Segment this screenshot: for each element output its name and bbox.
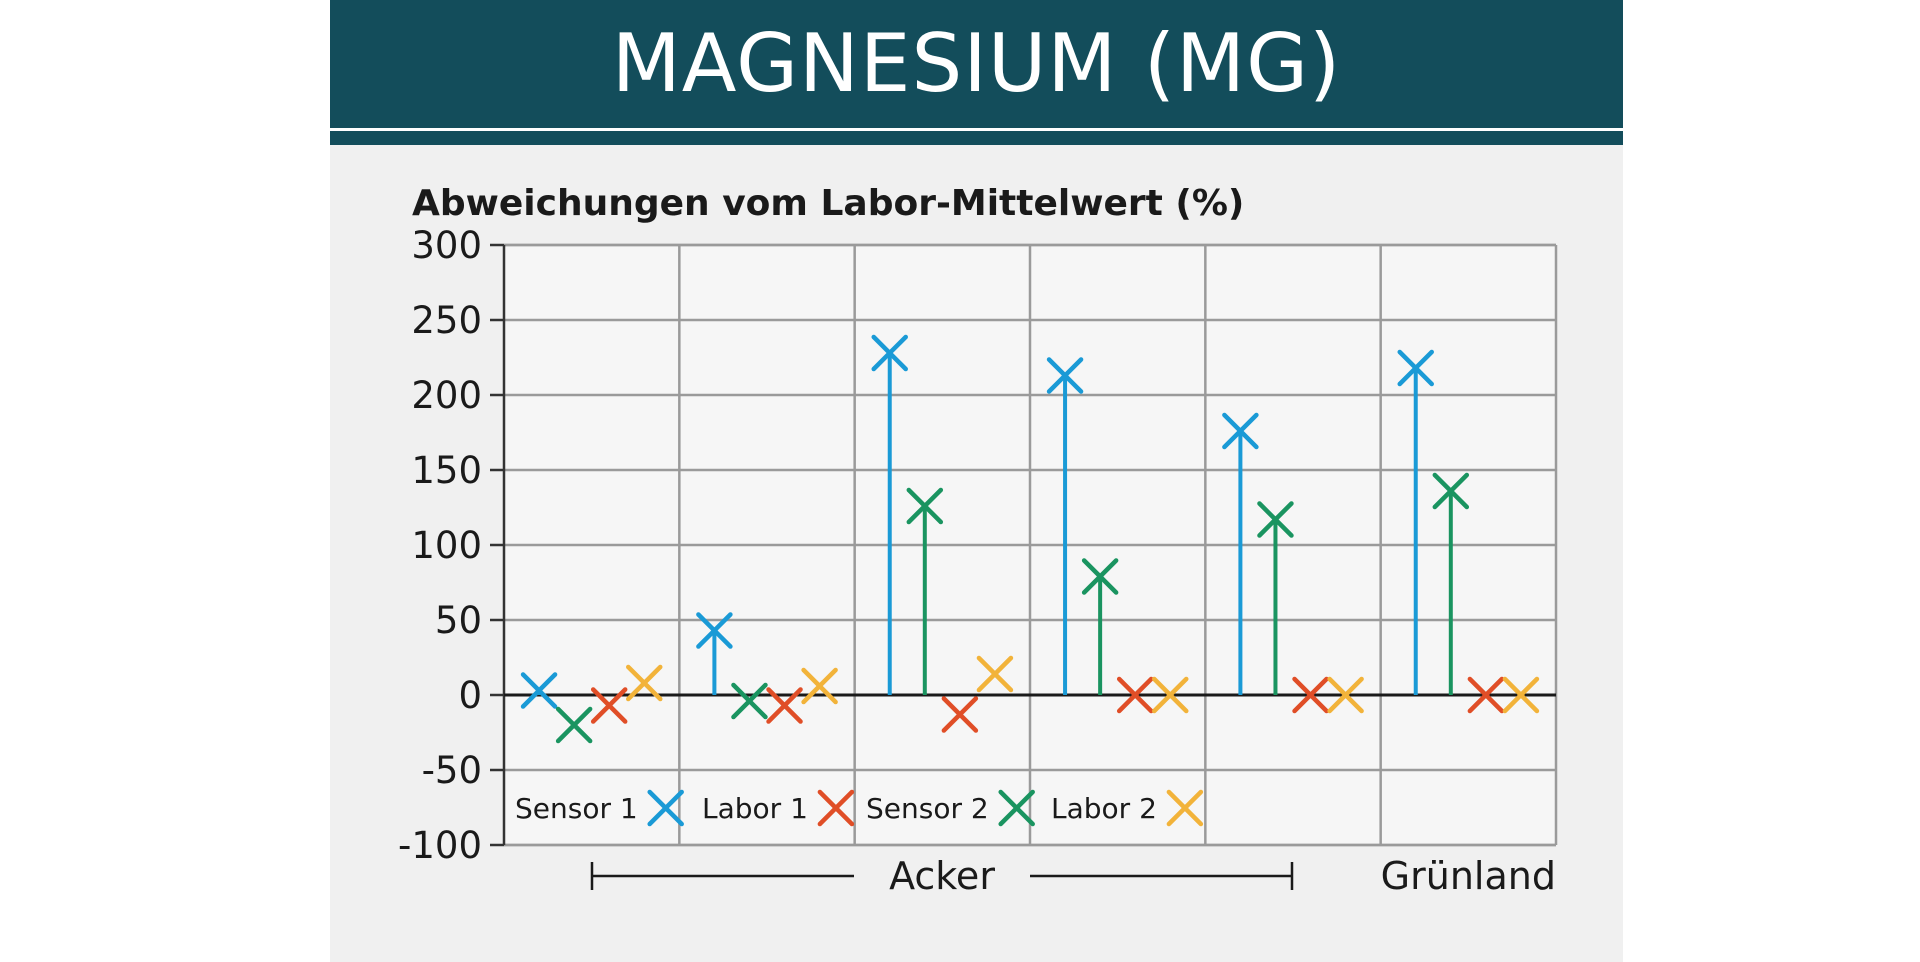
labor-2-marker	[1327, 676, 1364, 714]
legend-marker-sensor-1	[647, 789, 684, 827]
y-tick-label: -100	[398, 824, 482, 867]
sensor-2-marker	[1432, 472, 1470, 510]
chart-title: MAGNESIUM (MG)	[611, 17, 1342, 110]
header-divider	[330, 128, 1623, 131]
labor-2-marker	[976, 655, 1014, 693]
group-label-acker: Acker	[889, 854, 995, 898]
labor-1-marker	[1467, 676, 1505, 714]
y-axis-label: Abweichungen vom Labor-Mittelwert (%)	[412, 183, 1245, 224]
labor-2-marker	[801, 667, 838, 705]
sensor-2-marker	[1257, 501, 1294, 538]
sensor-2-marker	[555, 706, 593, 744]
sensor-1-marker	[871, 334, 908, 372]
labor-1-marker	[1292, 676, 1329, 714]
sensor-2-marker	[1081, 558, 1119, 595]
legend-marker-sensor-2	[998, 789, 1035, 827]
sensor-1-marker	[520, 672, 558, 709]
labor-2-marker	[626, 664, 663, 702]
sensor-2-marker	[906, 487, 944, 525]
legend-label-labor-2: Labor 2	[1051, 792, 1157, 825]
labor-2-marker	[1152, 676, 1189, 714]
legend-label-sensor-2: Sensor 2	[866, 792, 989, 825]
sensor-1-marker	[1046, 357, 1084, 394]
legend-label-labor-1: Labor 1	[702, 792, 808, 825]
y-tick-label: 200	[411, 374, 482, 417]
legend-marker-labor-1	[817, 789, 855, 827]
y-tick-label: -50	[422, 749, 482, 792]
y-tick-label: 0	[458, 674, 482, 717]
labor-1-marker	[1116, 676, 1154, 714]
labor-1-marker	[590, 687, 628, 724]
y-tick-label: 50	[435, 599, 482, 642]
legend-marker-labor-2	[1166, 789, 1204, 827]
group-label-gruenland: Grünland	[1381, 854, 1556, 898]
y-tick-label: 250	[411, 299, 482, 342]
legend-label-sensor-1: Sensor 1	[515, 792, 638, 825]
sensor-1-marker	[1397, 349, 1434, 387]
y-tick-label: 150	[411, 449, 482, 492]
sensor-1-marker	[1222, 412, 1259, 450]
labor-1-marker	[941, 696, 979, 733]
y-tick-label: 300	[411, 224, 482, 267]
labor-2-marker	[1502, 676, 1540, 714]
sensor-1-marker	[696, 612, 733, 649]
y-tick-label: 100	[411, 524, 482, 567]
sensor-2-marker	[731, 682, 768, 720]
header-bar: MAGNESIUM (MG)	[330, 0, 1623, 145]
labor-1-marker	[766, 687, 803, 724]
